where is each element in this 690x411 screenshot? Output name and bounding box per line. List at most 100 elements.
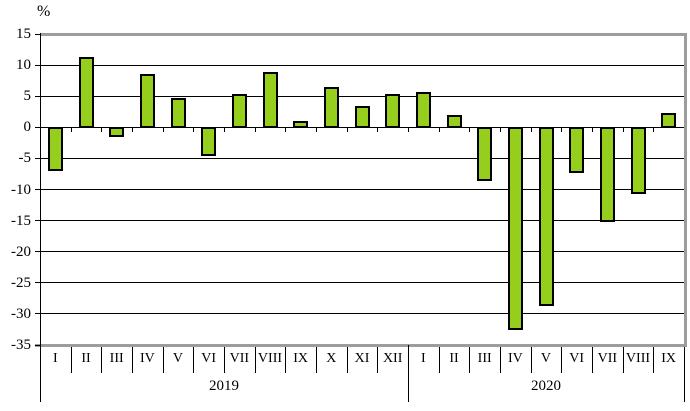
month-separator — [254, 347, 256, 373]
bar — [354, 106, 370, 129]
bar — [262, 71, 278, 129]
x-axis-tick — [254, 127, 256, 133]
y-axis-tick — [35, 282, 40, 284]
bar — [630, 127, 646, 194]
year-label: 2020 — [531, 378, 561, 394]
y-axis-tick — [35, 220, 40, 222]
y-axis-label: -15 — [11, 212, 31, 229]
x-axis-tick — [132, 127, 133, 133]
bar — [139, 73, 155, 129]
month-separator — [653, 347, 655, 373]
gridline — [40, 220, 684, 222]
month-label: VIII — [625, 351, 651, 366]
month-label: VIII — [257, 351, 283, 366]
y-axis-label: 15 — [16, 26, 31, 42]
x-axis-tick — [653, 127, 655, 133]
month-separator — [592, 347, 593, 373]
y-axis-label: -10 — [11, 181, 31, 198]
y-axis-tick — [35, 95, 40, 97]
x-axis-tick — [530, 127, 532, 133]
plot-right-border — [684, 33, 687, 345]
month-label: I — [52, 351, 58, 366]
month-label: XI — [354, 351, 370, 366]
month-label: IV — [507, 351, 523, 366]
year-separator — [408, 345, 409, 402]
bar — [293, 121, 309, 129]
month-label: VI — [569, 351, 585, 366]
y-axis-tick — [35, 33, 40, 35]
y-axis-line — [40, 33, 41, 402]
month-label: II — [449, 351, 459, 366]
bar — [538, 127, 554, 306]
bar — [507, 127, 523, 330]
month-separator — [101, 347, 103, 373]
y-axis-tick — [35, 313, 40, 315]
month-label: IX — [293, 351, 309, 366]
x-axis-tick — [408, 127, 409, 133]
gridline — [40, 64, 684, 66]
month-label: IX — [661, 351, 677, 366]
y-axis-tick — [35, 189, 40, 190]
x-axis-tick — [500, 127, 501, 133]
x-axis-tick — [377, 127, 379, 133]
month-separator — [316, 347, 317, 373]
x-axis-tick — [162, 127, 164, 133]
y-axis-tick — [35, 64, 40, 66]
x-axis-tick — [592, 127, 593, 133]
bar — [661, 112, 677, 129]
month-separator — [132, 347, 133, 373]
y-axis-label: -20 — [11, 243, 31, 260]
x-axis-tick — [438, 127, 440, 133]
plot-top-border — [40, 33, 687, 36]
x-axis-tick — [622, 127, 624, 133]
bar — [569, 127, 585, 174]
gridline — [40, 251, 684, 253]
month-separator — [193, 347, 195, 373]
month-label: III — [477, 351, 492, 366]
gridline — [40, 282, 684, 284]
month-separator — [377, 347, 379, 373]
y-axis-label: -25 — [11, 274, 31, 291]
gridline — [40, 95, 684, 97]
x-axis-tick — [469, 127, 471, 133]
month-label: I — [420, 351, 426, 366]
month-label: XII — [382, 351, 403, 366]
bar — [78, 57, 94, 129]
bar — [170, 98, 186, 129]
year-label: 2019 — [209, 378, 239, 394]
month-separator — [438, 347, 440, 373]
bar — [477, 127, 493, 181]
month-separator — [285, 347, 287, 373]
y-axis-tick — [35, 126, 40, 128]
y-axis-label: 0 — [23, 119, 32, 136]
x-axis-tick — [101, 127, 103, 133]
month-separator — [70, 347, 72, 373]
plot-bottom-border — [35, 344, 687, 347]
y-axis-label: -35 — [11, 337, 31, 353]
gridline — [40, 313, 684, 315]
month-separator — [530, 347, 532, 373]
y-axis-unit-label: % — [37, 3, 51, 20]
month-label: V — [540, 351, 552, 366]
y-axis-label: 5 — [23, 88, 32, 105]
month-label: V — [172, 351, 184, 366]
bar — [47, 127, 63, 172]
bar — [599, 127, 615, 222]
month-separator — [561, 347, 563, 373]
x-axis-tick — [224, 127, 225, 133]
month-separator — [224, 347, 225, 373]
month-label: VII — [229, 351, 250, 366]
x-axis-tick — [561, 127, 563, 133]
x-axis-tick — [285, 127, 287, 133]
y-axis-label: -5 — [18, 150, 32, 167]
month-separator — [500, 347, 501, 373]
bar — [201, 127, 217, 156]
y-axis-label: 10 — [16, 57, 31, 74]
x-axis-tick — [70, 127, 72, 133]
month-label: X — [326, 351, 337, 366]
gridline — [40, 189, 684, 190]
y-axis-label: -30 — [11, 305, 31, 322]
y-axis-tick — [35, 251, 40, 253]
bar — [109, 127, 125, 137]
